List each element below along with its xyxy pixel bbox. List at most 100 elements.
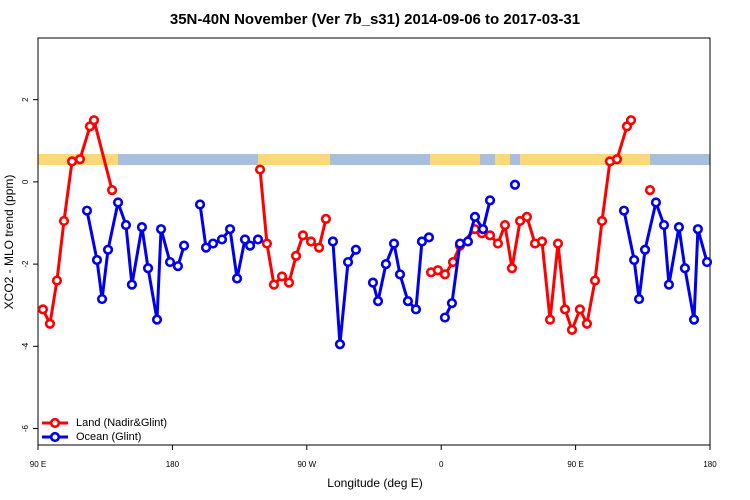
data-point xyxy=(521,211,533,222)
data-point xyxy=(200,242,212,253)
data-point xyxy=(439,269,451,280)
data-point xyxy=(283,277,295,288)
series-line xyxy=(258,169,328,288)
y-tick-label: 0 xyxy=(21,179,30,184)
data-point xyxy=(37,304,49,315)
data-point xyxy=(342,256,354,268)
x-tick-label: 180 xyxy=(703,460,717,469)
data-point xyxy=(574,304,586,315)
data-point xyxy=(44,318,56,329)
data-point xyxy=(559,304,571,315)
legend-label: Ocean (Glint) xyxy=(76,431,141,443)
data-point xyxy=(327,236,339,247)
x-axis-title: Longitude (deg E) xyxy=(327,476,422,490)
data-point xyxy=(484,230,496,241)
data-point xyxy=(276,271,288,282)
data-point xyxy=(155,224,167,235)
data-point xyxy=(589,275,601,286)
data-point xyxy=(454,238,466,249)
data-point xyxy=(231,273,243,284)
y-tick-label: 2 xyxy=(21,97,30,102)
data-point xyxy=(367,277,379,288)
data-point xyxy=(625,115,637,126)
data-point xyxy=(178,240,190,251)
data-point xyxy=(112,197,124,208)
data-point xyxy=(688,314,700,325)
data-point xyxy=(492,238,504,249)
data-point xyxy=(618,205,630,216)
data-point xyxy=(402,296,413,307)
data-point xyxy=(611,154,623,165)
data-point xyxy=(439,312,451,323)
data-point xyxy=(372,296,384,307)
data-point xyxy=(639,244,651,255)
data-point xyxy=(194,199,206,210)
data-point xyxy=(268,279,280,290)
x-tick-label: 90 E xyxy=(567,460,583,469)
legend-marker xyxy=(49,417,61,429)
data-point xyxy=(164,256,176,268)
data-point xyxy=(207,238,219,249)
data-point xyxy=(172,261,184,272)
data-point xyxy=(692,224,704,235)
x-tick-label: 90 E xyxy=(30,460,46,469)
data-point xyxy=(88,115,100,126)
data-point xyxy=(673,222,685,233)
x-tick-label: 0 xyxy=(439,460,444,469)
data-point xyxy=(416,236,428,247)
data-point xyxy=(66,156,78,167)
data-point xyxy=(126,279,138,290)
data-point xyxy=(216,234,228,245)
series-line xyxy=(331,241,358,345)
data-point xyxy=(102,244,114,255)
data-point xyxy=(509,179,521,190)
data-point xyxy=(663,279,675,290)
data-point xyxy=(91,254,103,266)
data-point xyxy=(224,224,236,235)
y-tick-label: -6 xyxy=(21,424,30,432)
legend-label: Land (Nadir&Glint) xyxy=(76,417,167,429)
data-point xyxy=(650,197,662,208)
data-point xyxy=(136,222,148,233)
data-point xyxy=(394,269,406,280)
data-point xyxy=(254,164,266,175)
data-point xyxy=(297,230,309,241)
data-point xyxy=(261,238,273,249)
data-point xyxy=(423,232,435,243)
data-point xyxy=(151,314,163,325)
data-point xyxy=(462,236,474,247)
data-point xyxy=(581,318,593,329)
data-point xyxy=(350,244,362,255)
data-point xyxy=(484,195,496,206)
data-point xyxy=(120,219,132,231)
chart-title: 35N-40N November (Ver 7b_s31) 2014-09-06… xyxy=(170,11,580,28)
data-point xyxy=(313,242,325,253)
data-point xyxy=(432,265,444,276)
data-point xyxy=(410,304,422,315)
legend-marker xyxy=(49,431,61,443)
data-point xyxy=(566,324,578,335)
data-point xyxy=(477,224,489,235)
data-point xyxy=(334,339,346,350)
data-point xyxy=(506,263,518,274)
x-tick-label: 90 W xyxy=(297,460,316,469)
data-point xyxy=(51,275,63,286)
data-point xyxy=(499,219,511,231)
data-point xyxy=(74,154,86,165)
data-point xyxy=(244,240,256,251)
y-axis-title: XCO2 - MLO trend (ppm) xyxy=(2,175,16,310)
data-point xyxy=(380,259,392,270)
data-point xyxy=(469,211,481,222)
data-point xyxy=(320,213,332,224)
data-point xyxy=(239,234,251,245)
data-point xyxy=(388,238,400,249)
data-point xyxy=(446,298,458,309)
data-point xyxy=(81,205,93,216)
x-tick-label: 180 xyxy=(166,460,180,469)
data-point xyxy=(536,236,548,247)
series-line xyxy=(622,197,709,320)
data-point xyxy=(142,263,154,274)
y-tick-label: -4 xyxy=(21,342,30,350)
series-line xyxy=(85,196,186,320)
